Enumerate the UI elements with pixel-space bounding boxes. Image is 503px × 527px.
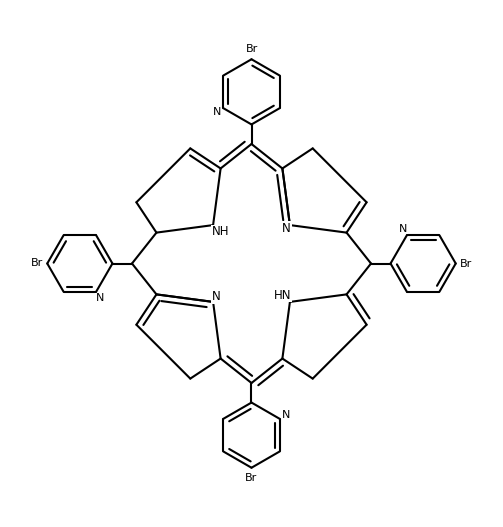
Text: N: N — [212, 107, 221, 117]
Text: Br: Br — [245, 44, 258, 54]
Text: HN: HN — [274, 289, 291, 302]
Text: N: N — [399, 223, 407, 233]
Text: Br: Br — [31, 259, 44, 268]
Text: Br: Br — [459, 259, 472, 268]
Text: N: N — [282, 410, 291, 420]
Text: N: N — [96, 294, 104, 304]
Text: Br: Br — [245, 473, 258, 483]
Text: N: N — [212, 290, 221, 303]
Text: NH: NH — [212, 225, 229, 238]
Text: N: N — [282, 222, 291, 235]
